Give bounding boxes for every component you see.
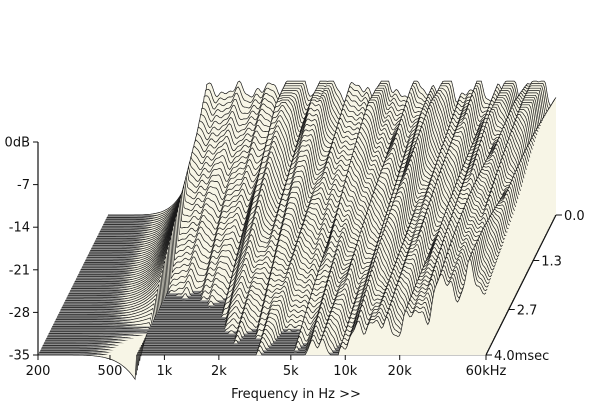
z-tick-label: 1.3 — [541, 255, 562, 270]
axes — [37, 142, 557, 356]
slice-line — [46, 235, 495, 347]
slice-line — [96, 104, 545, 240]
y-tick-label: -7 — [17, 178, 30, 193]
z-tick-label: 2.7 — [517, 304, 538, 319]
slice-fill — [38, 258, 486, 380]
slice-line — [53, 220, 502, 325]
y-tick-label: -21 — [9, 263, 30, 278]
slice-line — [97, 102, 546, 237]
slice-line — [55, 214, 505, 320]
slice-line — [47, 232, 496, 342]
slice-line — [51, 225, 500, 330]
slice-line — [89, 119, 538, 254]
y-tick-label: -28 — [9, 306, 30, 321]
slice-line — [90, 116, 539, 251]
x-axis-title: Frequency in Hz >> — [231, 387, 361, 402]
slice-line — [94, 106, 544, 242]
decay-slices — [38, 80, 557, 381]
x-tick-label: 200 — [26, 364, 51, 379]
x-tick-label: 60kHz — [466, 364, 507, 379]
slice-line — [48, 230, 497, 338]
slice-line — [52, 223, 501, 327]
x-tick-label: 500 — [98, 364, 123, 379]
slice-line — [45, 238, 494, 352]
slice-line — [102, 92, 551, 228]
slice-line — [87, 123, 537, 256]
slice-line — [98, 99, 547, 235]
y-tick-label: -35 — [9, 349, 30, 364]
y-tick-label: -14 — [9, 221, 30, 236]
x-tick-label: 5k — [283, 364, 299, 379]
slice-line — [93, 109, 542, 244]
x-tick-label: 1k — [157, 364, 173, 379]
slice-line — [49, 227, 499, 333]
slice-line — [100, 94, 550, 230]
slice-line — [92, 111, 541, 247]
slice-line — [91, 113, 540, 249]
y-tick-label: 0dB — [5, 136, 30, 151]
slice-line — [38, 257, 487, 381]
x-tick-label: 10k — [333, 364, 358, 379]
z-axis-line — [485, 214, 557, 356]
x-tick-label: 2k — [211, 364, 227, 379]
slice-line — [54, 217, 503, 323]
x-tick-label: 20k — [388, 364, 413, 379]
z-tick-label: 4.0msec — [494, 349, 549, 364]
slice-line — [57, 210, 506, 318]
slice-line — [99, 97, 548, 232]
z-tick-label: 0.0 — [564, 209, 585, 224]
